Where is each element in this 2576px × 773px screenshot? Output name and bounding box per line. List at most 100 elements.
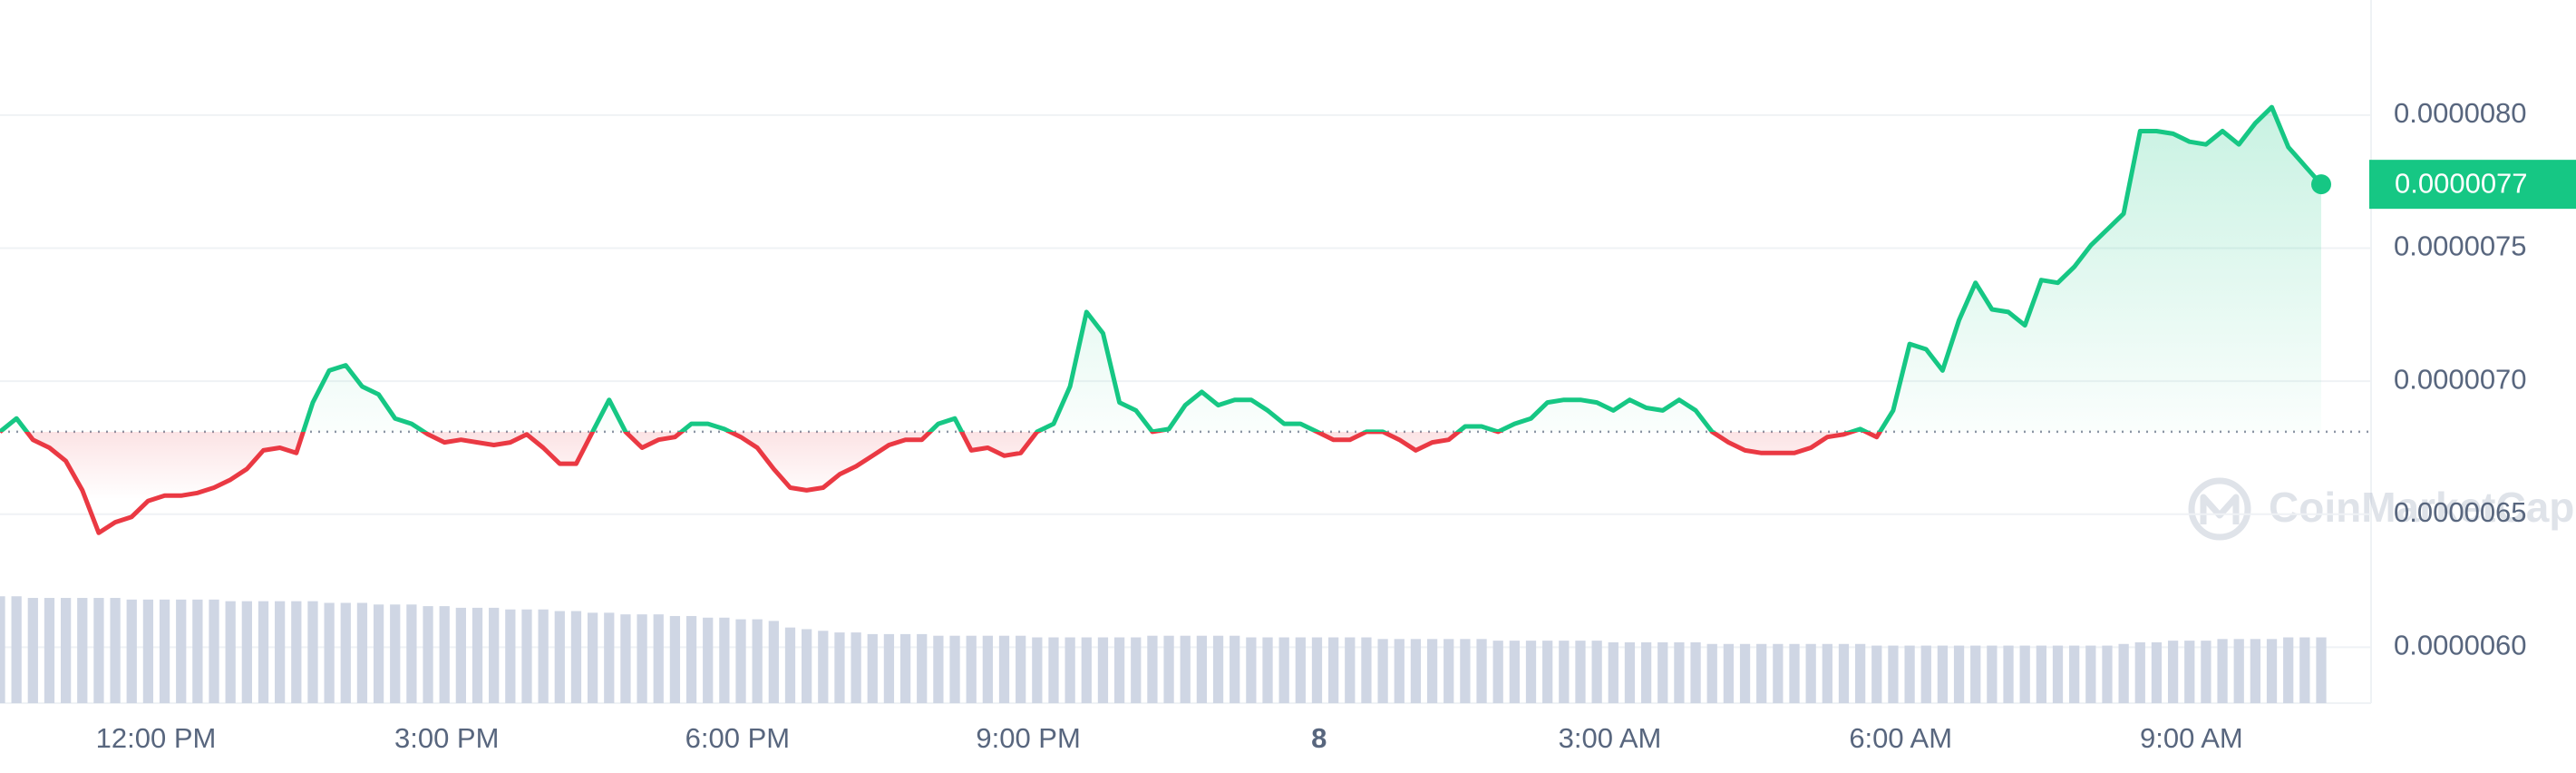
volume-bar — [1920, 645, 1931, 703]
volume-bar — [1113, 637, 1125, 703]
volume-bar — [1690, 641, 1701, 703]
volume-bar — [1295, 637, 1306, 703]
volume-bar — [538, 609, 549, 703]
volume-bar — [1525, 641, 1537, 703]
volume-bar — [0, 596, 5, 703]
volume-bar — [159, 599, 170, 703]
volume-bar — [1262, 637, 1273, 703]
volume-bar — [1640, 641, 1652, 703]
volume-bar — [1147, 635, 1158, 703]
volume-bar — [60, 598, 72, 703]
volume-bar — [2250, 639, 2261, 703]
volume-bar — [521, 609, 532, 703]
price-area — [0, 107, 2321, 533]
volume-bar — [324, 602, 335, 703]
volume-bar — [209, 599, 219, 703]
y-tick-label: 0.0000060 — [2394, 630, 2527, 661]
volume-bar — [917, 633, 928, 703]
volume-bar — [768, 621, 779, 703]
volume-bar — [620, 614, 631, 703]
volume-bar — [142, 599, 154, 703]
volume-bar — [883, 633, 895, 703]
volume-bar — [735, 619, 746, 703]
price-line — [0, 104, 2323, 535]
volume-bar — [1542, 641, 1553, 703]
volume-bar — [2134, 641, 2145, 703]
volume-bar — [966, 635, 977, 703]
volume-bar — [1855, 643, 1866, 703]
volume-bar — [1064, 637, 1075, 703]
x-tick-label: 6:00 AM — [1849, 722, 1952, 754]
volume-bar — [867, 633, 878, 703]
volume-bar — [1953, 645, 1965, 703]
volume-bar — [1756, 643, 1767, 703]
volume-bar — [1212, 635, 1224, 703]
volume-bar — [275, 601, 286, 703]
volume-bar — [1016, 635, 1026, 703]
last-point — [2311, 174, 2331, 195]
volume-bar — [1032, 637, 1043, 703]
volume-bar — [1361, 637, 1372, 703]
volume-bar — [1871, 645, 1882, 703]
x-tick-label: 12:00 PM — [96, 722, 217, 754]
volume-bar — [1608, 641, 1619, 703]
volume-bar — [933, 635, 944, 703]
volume-bar — [1377, 639, 1388, 703]
volume-bar — [1987, 645, 1998, 703]
volume-bar — [93, 598, 104, 703]
volume-bar — [307, 601, 318, 703]
volume-bar — [703, 617, 714, 703]
volume-bar — [1657, 641, 1668, 703]
volume-bar — [1624, 641, 1636, 703]
volume-bar — [1559, 641, 1570, 703]
volume-bar — [851, 632, 861, 703]
volume-bar — [1492, 641, 1503, 703]
x-tick-label: 8 — [1311, 722, 1327, 754]
volume-bar — [685, 615, 697, 703]
volume-bar — [653, 614, 664, 703]
volume-bar — [1591, 641, 1602, 703]
volume-bar — [570, 611, 582, 703]
volume-bar — [2299, 637, 2310, 703]
volume-bar — [423, 606, 433, 703]
volume-bar — [192, 599, 203, 703]
volume-bar — [1822, 643, 1832, 703]
volume-bar — [2283, 637, 2294, 703]
volume-bar — [998, 635, 1010, 703]
volume-bar — [241, 601, 252, 703]
price-badge — [2369, 160, 2576, 210]
volume-bar — [1410, 639, 1422, 703]
volume-bar — [1773, 643, 1784, 703]
volume-bar — [1345, 637, 1356, 703]
volume-bar — [1444, 639, 1454, 703]
volume-bar — [802, 629, 812, 703]
volume-bar — [1476, 639, 1487, 703]
volume-bar — [110, 598, 121, 703]
volume-bar — [1328, 637, 1339, 703]
volume-bar — [1097, 637, 1109, 703]
x-tick-label: 6:00 PM — [685, 722, 790, 754]
volume-bar — [982, 635, 993, 703]
volume-bar — [455, 607, 466, 703]
volume-bar — [1937, 645, 1949, 703]
volume-bar — [1246, 637, 1257, 703]
watermark-logo-m — [2200, 494, 2240, 524]
volume-bar — [2266, 639, 2278, 703]
volume-bar — [2233, 639, 2244, 703]
volume-bar — [784, 627, 796, 703]
volume-bar — [1789, 643, 1800, 703]
volume-bar — [587, 612, 598, 703]
volume-bar — [489, 607, 500, 703]
volume-bar — [2184, 641, 2195, 703]
volume-bar — [1838, 643, 1850, 703]
volume-bar — [1426, 639, 1438, 703]
x-tick-label: 9:00 AM — [2140, 722, 2243, 754]
volume-bar — [1163, 635, 1174, 703]
volume-bar — [126, 599, 137, 703]
volume-bar — [2052, 645, 2064, 703]
volume-bar — [77, 598, 88, 703]
volume-bar — [719, 617, 730, 703]
volume-bar — [1888, 645, 1899, 703]
volume-bar — [669, 615, 681, 703]
volume-bar — [1460, 639, 1471, 703]
